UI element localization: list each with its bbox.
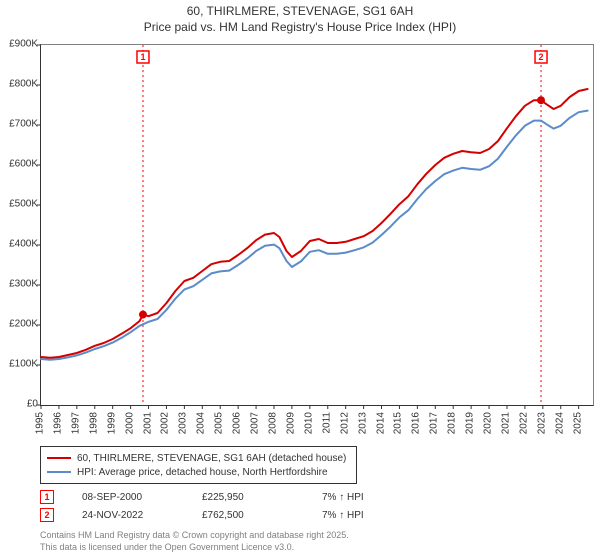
legend-label: 60, THIRLMERE, STEVENAGE, SG1 6AH (detac…	[77, 453, 346, 464]
y-tick-label: £600K	[0, 159, 38, 170]
x-tick-label: 2000	[124, 412, 135, 434]
y-tick-label: £500K	[0, 199, 38, 210]
legend-item: 60, THIRLMERE, STEVENAGE, SG1 6AH (detac…	[47, 451, 346, 465]
x-tick-label: 1998	[88, 412, 99, 434]
transaction-price: £762,500	[202, 510, 322, 521]
x-tick-label: 2014	[375, 412, 386, 434]
x-tick-label: 2023	[536, 412, 547, 434]
transaction-row: 1 08-SEP-2000£225,9507% ↑ HPI	[40, 488, 442, 506]
transaction-row-marker: 2	[40, 508, 54, 522]
legend-swatch	[47, 471, 71, 473]
x-tick-label: 2025	[572, 412, 583, 434]
footer-line-2: This data is licensed under the Open Gov…	[40, 542, 349, 554]
footer-line-1: Contains HM Land Registry data © Crown c…	[40, 530, 349, 542]
y-tick-label: £100K	[0, 359, 38, 370]
y-tick-label: £200K	[0, 319, 38, 330]
x-tick-label: 2021	[500, 412, 511, 434]
chart-legend: 60, THIRLMERE, STEVENAGE, SG1 6AH (detac…	[40, 446, 357, 484]
x-tick-label: 2015	[393, 412, 404, 434]
transaction-price: £225,950	[202, 492, 322, 503]
transaction-marker: 2	[535, 51, 547, 63]
transaction-date: 24-NOV-2022	[82, 510, 202, 521]
transaction-date: 08-SEP-2000	[82, 492, 202, 503]
transaction-delta: 7% ↑ HPI	[322, 492, 442, 503]
x-tick-label: 2006	[232, 412, 243, 434]
svg-text:1: 1	[140, 52, 145, 62]
x-tick-label: 2001	[142, 412, 153, 434]
x-tick-label: 2007	[250, 412, 261, 434]
x-tick-label: 1997	[70, 412, 81, 434]
x-tick-label: 2009	[285, 412, 296, 434]
x-tick-label: 2016	[411, 412, 422, 434]
x-tick-label: 2013	[357, 412, 368, 434]
series-hpi	[41, 111, 588, 360]
title-line-1: 60, THIRLMERE, STEVENAGE, SG1 6AH	[0, 4, 600, 20]
attribution-footer: Contains HM Land Registry data © Crown c…	[40, 530, 349, 553]
x-tick-label: 2008	[267, 412, 278, 434]
transaction-marker: 1	[137, 51, 149, 63]
x-tick-label: 2024	[554, 412, 565, 434]
x-tick-label: 2010	[303, 412, 314, 434]
x-tick-label: 2002	[160, 412, 171, 434]
legend-swatch	[47, 457, 71, 459]
x-tick-label: 2012	[339, 412, 350, 434]
x-tick-label: 2022	[518, 412, 529, 434]
transactions-table: 1 08-SEP-2000£225,9507% ↑ HPI 2 24-NOV-2022…	[40, 488, 442, 524]
y-tick-label: £700K	[0, 119, 38, 130]
transaction-row: 2 24-NOV-2022£762,5007% ↑ HPI	[40, 506, 442, 524]
y-tick-label: £400K	[0, 239, 38, 250]
x-tick-label: 2004	[196, 412, 207, 434]
y-tick-label: £900K	[0, 39, 38, 50]
x-tick-label: 2017	[429, 412, 440, 434]
svg-text:2: 2	[539, 52, 544, 62]
x-tick-label: 2019	[465, 412, 476, 434]
legend-item: HPI: Average price, detached house, Nort…	[47, 465, 346, 479]
x-tick-label: 2018	[447, 412, 458, 434]
series-price_paid	[41, 89, 588, 358]
y-tick-label: £0	[0, 399, 38, 410]
y-tick-label: £800K	[0, 79, 38, 90]
x-tick-label: 2003	[178, 412, 189, 434]
y-tick-label: £300K	[0, 279, 38, 290]
chart-plot-area: 12	[40, 44, 594, 406]
transaction-row-marker: 1	[40, 490, 54, 504]
x-tick-label: 2020	[483, 412, 494, 434]
transaction-delta: 7% ↑ HPI	[322, 510, 442, 521]
x-tick-label: 2005	[214, 412, 225, 434]
x-tick-label: 2011	[321, 412, 332, 434]
x-tick-label: 1995	[35, 412, 46, 434]
title-line-2: Price paid vs. HM Land Registry's House …	[0, 20, 600, 36]
x-tick-label: 1996	[52, 412, 63, 434]
chart-svg: 12	[41, 45, 593, 405]
x-tick-label: 1999	[106, 412, 117, 434]
chart-title: 60, THIRLMERE, STEVENAGE, SG1 6AH Price …	[0, 0, 600, 35]
legend-label: HPI: Average price, detached house, Nort…	[77, 467, 328, 478]
